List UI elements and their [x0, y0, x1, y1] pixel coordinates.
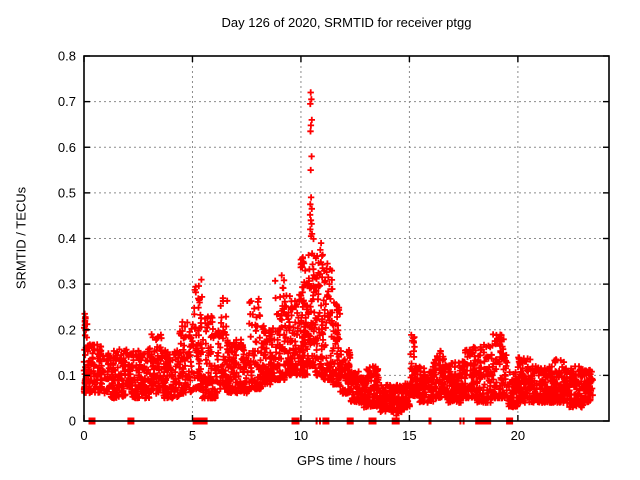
y-tick-label: 0.8 [58, 49, 76, 64]
y-tick-label: 0.2 [58, 322, 76, 337]
x-tick-label: 20 [511, 428, 525, 443]
y-tick-label: 0.5 [58, 185, 76, 200]
data-points [80, 89, 596, 419]
y-tick-label: 0.1 [58, 368, 76, 383]
y-tick-label: 0 [69, 414, 76, 429]
y-tick-label: 0.6 [58, 140, 76, 155]
x-tick-label: 5 [189, 428, 196, 443]
plot-title: Day 126 of 2020, SRMTID for receiver ptg… [221, 15, 472, 30]
y-tick-label: 0.7 [58, 94, 76, 109]
x-tick-label: 10 [294, 428, 308, 443]
x-tick-label: 15 [402, 428, 416, 443]
y-tick-label: 0.3 [58, 277, 76, 292]
x-axis-label: GPS time / hours [297, 453, 396, 468]
y-tick-label: 0.4 [58, 231, 76, 246]
x-tick-label: 0 [80, 428, 87, 443]
